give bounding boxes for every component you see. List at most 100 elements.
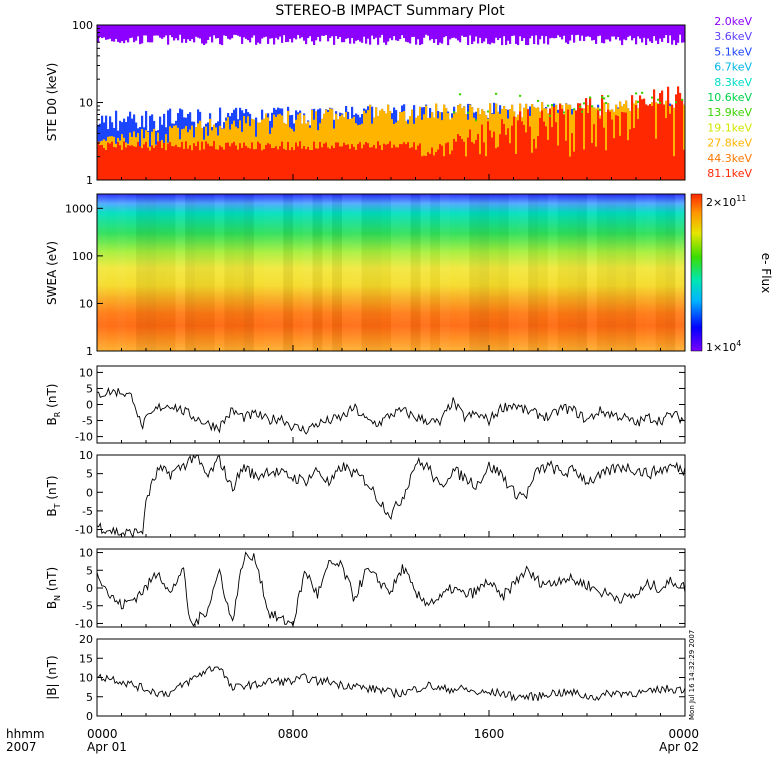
ste-bar-81keV [505,134,508,180]
ste-bar-81keV [325,142,328,180]
ste-bar-2keV [307,25,310,39]
ste-bar-2keV [515,25,518,44]
ste-bar-2keV [365,25,368,44]
ste-bar-2keV [291,25,294,43]
ste-bar-81keV [653,89,656,180]
ste-bar-27keV [429,117,432,180]
swea-column [224,194,235,351]
ste-bar-81keV [141,148,144,180]
ste-bar-81keV [607,109,610,180]
ste-bar-81keV [435,152,438,180]
ste-bar-81keV [105,149,108,180]
ste-legend-entry: 13.9keV [707,106,752,119]
swea-column [645,194,656,351]
ste-bar-81keV [629,129,632,180]
ste-bar-81keV [389,141,392,180]
ste-bar-2keV [197,25,200,38]
swea-column [381,194,391,351]
ste-bar-13keV [537,99,540,102]
ste-bar-2keV [313,25,316,45]
ste-bar-2keV [105,25,108,40]
ste-bar-81keV [383,143,386,180]
ste-bar-81keV [533,138,536,180]
chart-title: STEREO-B IMPACT Summary Plot [275,3,505,19]
ste-bar-81keV [167,143,170,180]
ste-bar-81keV [655,138,658,180]
ste-bar-27keV [531,104,534,180]
ste-bar-2keV [395,25,398,41]
ste-bar-81keV [635,105,638,180]
ste-bar-81keV [285,149,288,180]
ste-bar-81keV [353,146,356,180]
ste-bar-2keV [657,25,660,44]
field-ytick-label: 0 [86,710,93,723]
ste-bar-81keV [313,141,316,180]
ste-bar-2keV [467,25,470,45]
ste-bar-13keV [651,96,654,99]
ste-bar-2keV [675,25,678,46]
ste-bar-13keV [551,104,554,107]
ste-bar-81keV [443,156,446,180]
ste-bar-2keV [627,25,630,37]
ste-bar-81keV [111,141,114,180]
ste-bar-81keV [115,147,118,180]
ste-bar-81keV [367,143,370,180]
ste-bar-2keV [217,25,220,39]
ste-bar-81keV [199,150,202,180]
ste-bar-27keV [433,117,436,180]
ste-bar-2keV [481,25,484,44]
ste-bar-81keV [153,147,156,180]
colorbar [690,193,703,352]
colorbar-max: 2×1011 [706,194,746,209]
ste-legend-entry: 6.7keV [714,61,752,74]
ste-bar-2keV [207,25,210,40]
ste-bar-2keV [521,25,524,41]
ste-bar-81keV [315,148,318,180]
ste-bar-2keV [421,25,424,45]
ste-bar-81keV [297,146,300,180]
ste-bar-13keV [453,111,456,114]
swea-panel: 1 10 100 1000 SWEA (eV) 2×1011 1×104 e- Flu… [45,193,773,358]
ste-legend-entry: 8.3keV [714,76,752,89]
ste-bar-81keV [151,145,154,180]
ste-bar-81keV [473,143,476,180]
swea-column [293,194,303,351]
ste-bar-81keV [345,144,348,180]
ste-bar-2keV [445,25,448,37]
ste-bar-2keV [541,25,544,36]
ste-bar-81keV [575,110,578,180]
ste-bar-81keV [613,138,616,180]
ste-bar-81keV [657,103,660,180]
ste-bar-81keV [489,130,492,180]
ste-bar-81keV [427,152,430,180]
swea-column [596,194,607,351]
ste-bar-2keV [149,25,152,43]
ste-bar-81keV [449,154,452,180]
ste-bar-81keV [349,148,352,180]
ste-bar-81keV [431,147,434,180]
ste-bar-2keV [479,25,482,38]
ste-bar-13keV [547,104,550,107]
ste-bar-81keV [357,144,360,180]
ste-bar-2keV [141,25,144,44]
ste-bar-81keV [523,124,526,180]
ste-bar-81keV [475,139,478,180]
ste-bar-81keV [387,143,390,180]
ste-bar-81keV [107,142,110,180]
ste-bar-27keV [421,119,424,180]
time-tick-date: Apr 01 [87,740,127,754]
ste-bar-2keV [115,25,118,39]
ste-bar-2keV [379,25,382,38]
ste-bar-2keV [221,25,224,46]
ste-legend-entry: 19.1keV [707,121,752,134]
ste-bar-2keV [129,25,132,39]
ste-bar-2keV [589,25,592,38]
ste-bar-81keV [409,148,412,180]
ste-bar-2keV [157,25,160,36]
ste-bar-2keV [463,25,466,38]
ste-bar-2keV [631,25,634,41]
ste-bar-2keV [333,25,336,45]
ste-spectrogram-bars [97,25,686,180]
ste-bar-81keV [579,103,582,180]
ste-bar-2keV [111,25,114,42]
